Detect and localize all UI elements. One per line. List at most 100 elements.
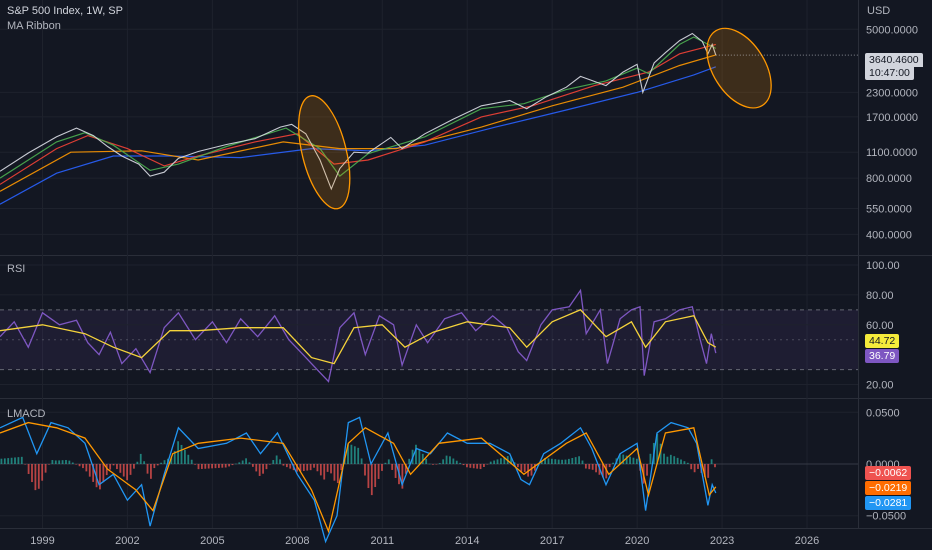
histogram-bar (401, 464, 404, 489)
rsi-title[interactable]: RSI (7, 263, 26, 275)
series-line[interactable] (0, 66, 717, 205)
histogram-bar (238, 462, 241, 464)
histogram-bar (428, 463, 431, 465)
series-line[interactable] (0, 32, 717, 191)
ma-ribbon-title[interactable]: MA Ribbon (7, 20, 61, 32)
histogram-bar (350, 444, 353, 464)
histogram-bar (139, 453, 142, 464)
histogram-bar (194, 464, 197, 465)
histogram-bar (265, 464, 268, 470)
histogram-bar (449, 456, 451, 464)
histogram-bar (180, 444, 183, 464)
histogram-bar (387, 459, 390, 464)
histogram-bar (445, 455, 448, 464)
histogram-bar (377, 464, 380, 479)
histogram-bar (228, 464, 230, 467)
histogram-bar (302, 464, 305, 471)
histogram-bar (554, 459, 557, 464)
symbol-title[interactable]: S&P 500 Index, 1W, SP (7, 5, 123, 17)
histogram-bar (289, 464, 292, 469)
histogram-bar (364, 464, 366, 476)
x-tick-label: 2020 (625, 535, 649, 547)
x-tick-label: 2014 (455, 535, 479, 547)
histogram-bar (71, 462, 74, 464)
series-line[interactable] (0, 416, 717, 544)
histogram-bar (714, 464, 716, 468)
histogram-bar (496, 459, 499, 464)
histogram-bar (635, 458, 638, 464)
histogram-bar (530, 464, 533, 476)
histogram-bar (336, 464, 339, 483)
histogram-bar (306, 464, 309, 471)
histogram-bar (564, 459, 567, 464)
histogram-bar (316, 464, 319, 472)
histogram-bar (710, 459, 713, 464)
series-line[interactable] (0, 288, 717, 383)
histogram-bar (523, 464, 526, 473)
histogram-bar (578, 456, 580, 464)
histogram-bar (557, 459, 560, 464)
highlight-ellipse[interactable] (289, 91, 360, 214)
histogram-bar (3, 458, 6, 464)
histogram-bar (618, 454, 621, 464)
histogram-bar (357, 447, 360, 464)
histogram-bar (340, 464, 343, 471)
histogram-bar (404, 464, 407, 474)
x-tick-label: 2026 (795, 535, 819, 547)
histogram-bar (82, 464, 84, 469)
series-line[interactable] (0, 43, 716, 185)
histogram-bar (299, 464, 302, 472)
histogram-bar (173, 451, 176, 464)
highlight-ellipse[interactable] (694, 17, 785, 119)
histogram-bar (432, 464, 434, 465)
macd-value-badge: −0.0281 (865, 496, 912, 510)
histogram-bar (187, 454, 190, 464)
histogram-bar (510, 457, 513, 464)
histogram-bar (571, 458, 574, 464)
histogram-bar (296, 464, 298, 472)
histogram-bar (58, 460, 61, 464)
histogram-bar (65, 459, 67, 464)
bar-countdown-badge: 10:47:00 (865, 66, 914, 80)
histogram-bar (466, 464, 468, 468)
histogram-bar (584, 464, 587, 469)
histogram-bar (102, 464, 105, 483)
histogram-bar (282, 464, 285, 466)
histogram-bar (353, 446, 356, 464)
histogram-bar (177, 441, 180, 464)
histogram-bar (418, 448, 421, 464)
series-line[interactable] (0, 421, 717, 534)
histogram-bar (703, 464, 706, 477)
histogram-bar (367, 464, 370, 489)
histogram-bar (391, 464, 394, 470)
histogram-bar (10, 457, 13, 464)
histogram-bar (517, 464, 519, 468)
histogram-bar (408, 458, 411, 464)
histogram-bar (119, 464, 122, 473)
histogram-bar (669, 454, 672, 464)
histogram-bar (41, 464, 44, 481)
y-tick-label: −0.0500 (866, 511, 906, 523)
series-line[interactable] (0, 54, 716, 192)
histogram-bar (207, 464, 210, 469)
histogram-bar (163, 460, 166, 464)
histogram-bar (170, 457, 173, 464)
histogram-bar (245, 458, 247, 464)
histogram-bar (109, 464, 112, 470)
series-line[interactable] (0, 309, 717, 365)
histogram-bar (133, 464, 135, 469)
histogram-bar (272, 460, 275, 464)
histogram-bar (241, 460, 244, 464)
histogram-bar (217, 464, 220, 468)
histogram-bar (211, 464, 213, 469)
histogram-bar (78, 464, 81, 467)
histogram-bar (612, 462, 614, 464)
lmacd-title[interactable]: LMACD (7, 408, 46, 420)
last-price-badge: 3640.4600 (865, 53, 923, 67)
histogram-bar (234, 463, 237, 465)
series-line[interactable] (0, 36, 717, 179)
histogram-bar (629, 456, 631, 464)
y-tick-label: 80.00 (866, 290, 894, 302)
